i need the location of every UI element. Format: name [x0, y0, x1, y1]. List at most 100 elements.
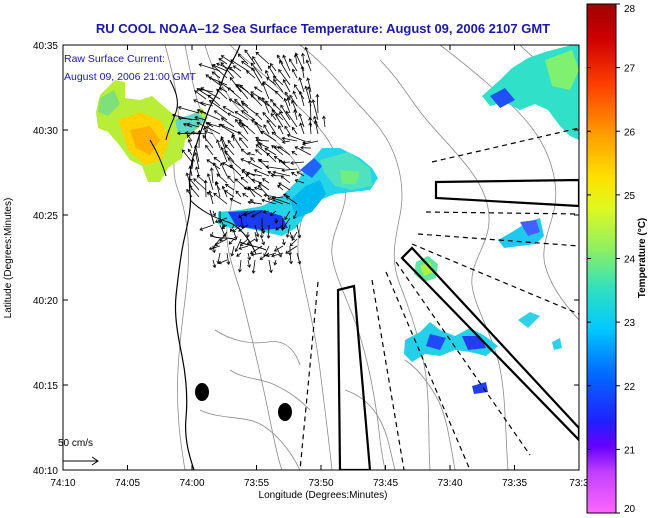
current-vector: [251, 119, 263, 128]
current-vector: [291, 172, 298, 177]
x-tick-label: 73:50: [308, 478, 333, 489]
current-vector: [238, 245, 249, 250]
current-vector: [202, 134, 214, 149]
current-vector: [271, 145, 284, 156]
current-vector: [262, 112, 277, 128]
current-vector: [306, 77, 312, 93]
y-tick-label: 40:15: [33, 381, 58, 392]
current-vector: [182, 122, 193, 128]
current-vector: [224, 183, 235, 191]
x-axis-label: Longitude (Degrees:Minutes): [259, 490, 388, 501]
current-vector: [194, 144, 200, 163]
current-vector: [273, 156, 284, 163]
current-vector: [282, 54, 291, 72]
current-vector: [246, 151, 256, 156]
current-vector: [291, 231, 298, 241]
current-vector: [198, 63, 221, 72]
current-vector: [207, 94, 221, 107]
current-vector: [236, 252, 242, 257]
current-vector: [205, 74, 221, 86]
current-vector: [261, 82, 270, 100]
current-vector: [246, 70, 256, 79]
current-vector: [279, 111, 291, 128]
current-vector: [187, 148, 193, 156]
y-axis-ticks: 40:35 40:30 40:25 40:20 40:15 40:10: [33, 41, 579, 477]
colorbar-tick-label: 20: [624, 504, 636, 515]
current-vector: [275, 90, 284, 100]
current-vector: [274, 217, 279, 224]
current-vector: [235, 83, 249, 100]
current-vector: [245, 231, 250, 238]
current-vector: [218, 58, 228, 65]
current-vector: [235, 118, 242, 128]
current-vector: [275, 224, 284, 231]
colorbar-tick-label: 24: [624, 255, 636, 266]
x-tick-label: 74:05: [115, 478, 140, 489]
current-vector: [301, 52, 305, 65]
current-vector: [219, 231, 228, 242]
buoy-marker-2: [278, 403, 292, 421]
current-vector: [289, 252, 293, 265]
current-vector: [286, 133, 305, 142]
current-vector: [231, 133, 242, 149]
current-vector: [196, 121, 207, 128]
current-vector: [247, 200, 263, 205]
current-vector: [177, 105, 200, 114]
current-vector: [241, 102, 256, 114]
current-vector: [313, 120, 319, 135]
current-vector: [290, 161, 305, 165]
current-vector: [228, 238, 235, 245]
current-vector: [269, 210, 277, 216]
current-vector: [200, 87, 221, 100]
current-vector: [308, 121, 313, 135]
current-vector: [278, 125, 284, 135]
current-vector: [241, 169, 256, 177]
current-vector: [291, 68, 298, 79]
current-vector: [229, 66, 242, 79]
current-vector: [311, 99, 319, 121]
colorbar-tick-label: 21: [624, 445, 636, 456]
current-vector: [285, 245, 298, 254]
current-vector: [209, 167, 214, 184]
current-vector: [250, 157, 256, 163]
current-vector: [259, 252, 270, 260]
current-vector: [187, 138, 193, 149]
x-tick-label: 74:10: [50, 478, 75, 489]
current-vector: [289, 94, 298, 107]
current-vector: [264, 147, 277, 156]
current-vector: [238, 119, 256, 135]
current-vector: [261, 224, 266, 234]
current-vector: [199, 224, 214, 231]
current-vector: [239, 238, 249, 247]
current-vector: [210, 231, 214, 238]
current-vector: [219, 87, 228, 93]
current-vector: [261, 97, 270, 114]
y-tick-label: 40:35: [33, 41, 58, 52]
current-vector: [188, 165, 193, 177]
x-tick-label: 73:3: [569, 478, 589, 489]
current-vector: [243, 210, 256, 217]
current-vector: [272, 196, 291, 205]
current-vector: [299, 122, 305, 135]
buoy-markers: [195, 383, 292, 421]
current-vector: [230, 245, 235, 257]
colorbar-gradient: [586, 3, 617, 514]
current-vector: [269, 63, 277, 72]
current-vector: [188, 185, 200, 198]
current-vector: [186, 188, 193, 198]
current-vector: [239, 84, 256, 100]
current-vector: [224, 150, 235, 163]
current-vector: [233, 231, 238, 240]
scale-vector-label: 50 cm/s: [58, 438, 93, 449]
current-vector: [272, 75, 284, 86]
current-vector: [272, 170, 291, 177]
current-vector: [294, 146, 312, 156]
current-vector: [220, 62, 235, 79]
current-vector: [205, 144, 214, 156]
current-vector: [219, 224, 227, 238]
current-vector: [258, 182, 270, 191]
current-vector: [280, 104, 291, 121]
current-vector: [267, 197, 284, 205]
current-vector: [250, 252, 263, 257]
x-axis-ticks: 74:10 74:05 74:00 73:55 73:50 73:45 73:40 73:35…: [50, 45, 589, 489]
